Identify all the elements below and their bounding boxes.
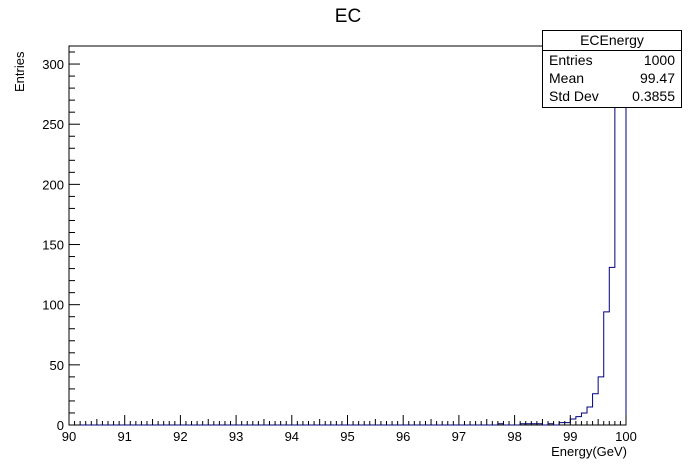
- x-tick-label: 98: [507, 429, 521, 444]
- histogram-bin: [581, 413, 587, 425]
- x-tick-label: 97: [452, 429, 466, 444]
- histogram-bin: [559, 423, 565, 425]
- histogram-bin: [520, 424, 526, 425]
- x-tick-label: 95: [340, 429, 354, 444]
- histogram-bin: [565, 423, 571, 425]
- histogram-bin: [609, 267, 615, 425]
- histogram-bin: [537, 424, 543, 425]
- histogram-bin: [570, 419, 576, 425]
- histogram-bin: [548, 424, 554, 425]
- stats-row-stddev: Std Dev 0.3855: [543, 87, 681, 105]
- chart-title: EC: [334, 6, 362, 27]
- stats-label: Std Dev: [549, 88, 599, 104]
- histogram-bin: [593, 394, 599, 425]
- histogram-bin: [615, 64, 621, 425]
- x-tick-label: 100: [615, 429, 637, 444]
- x-axis-label: Energy(GeV): [551, 444, 627, 459]
- stats-row-mean: Mean 99.47: [543, 69, 681, 87]
- histogram-bin: [587, 407, 593, 425]
- x-tick-label: 90: [62, 429, 76, 444]
- y-axis-label: Entries: [12, 51, 27, 92]
- stats-label: Mean: [549, 70, 585, 86]
- stats-value: 99.47: [639, 70, 675, 86]
- stats-label: Entries: [549, 52, 593, 68]
- histogram-bin: [531, 424, 537, 425]
- x-tick-label: 91: [117, 429, 131, 444]
- y-tick-label: 50: [50, 358, 64, 373]
- y-tick-label: 0: [57, 418, 64, 433]
- x-tick-label: 99: [563, 429, 577, 444]
- histogram-bin: [498, 424, 504, 425]
- y-tick-label: 200: [42, 177, 64, 192]
- y-tick-label: 300: [42, 57, 64, 72]
- x-tick-label: 93: [229, 429, 243, 444]
- stats-value: 0.3855: [632, 88, 675, 104]
- histogram-bin: [604, 312, 610, 425]
- y-tick-label: 150: [42, 238, 64, 253]
- stats-value: 1000: [643, 52, 675, 68]
- x-tick-label: 92: [173, 429, 187, 444]
- x-tick-label: 94: [285, 429, 299, 444]
- stats-box-title: ECEnergy: [543, 31, 681, 51]
- histogram-bin: [576, 417, 582, 425]
- y-tick-label: 100: [42, 298, 64, 313]
- y-tick-label: 250: [42, 117, 64, 132]
- x-tick-label: 96: [396, 429, 410, 444]
- stats-row-entries: Entries 1000: [543, 51, 681, 69]
- histogram-bin: [526, 424, 532, 425]
- stats-box: ECEnergy Entries 1000 Mean 99.47 Std Dev…: [542, 30, 682, 108]
- histogram-bin: [598, 377, 604, 425]
